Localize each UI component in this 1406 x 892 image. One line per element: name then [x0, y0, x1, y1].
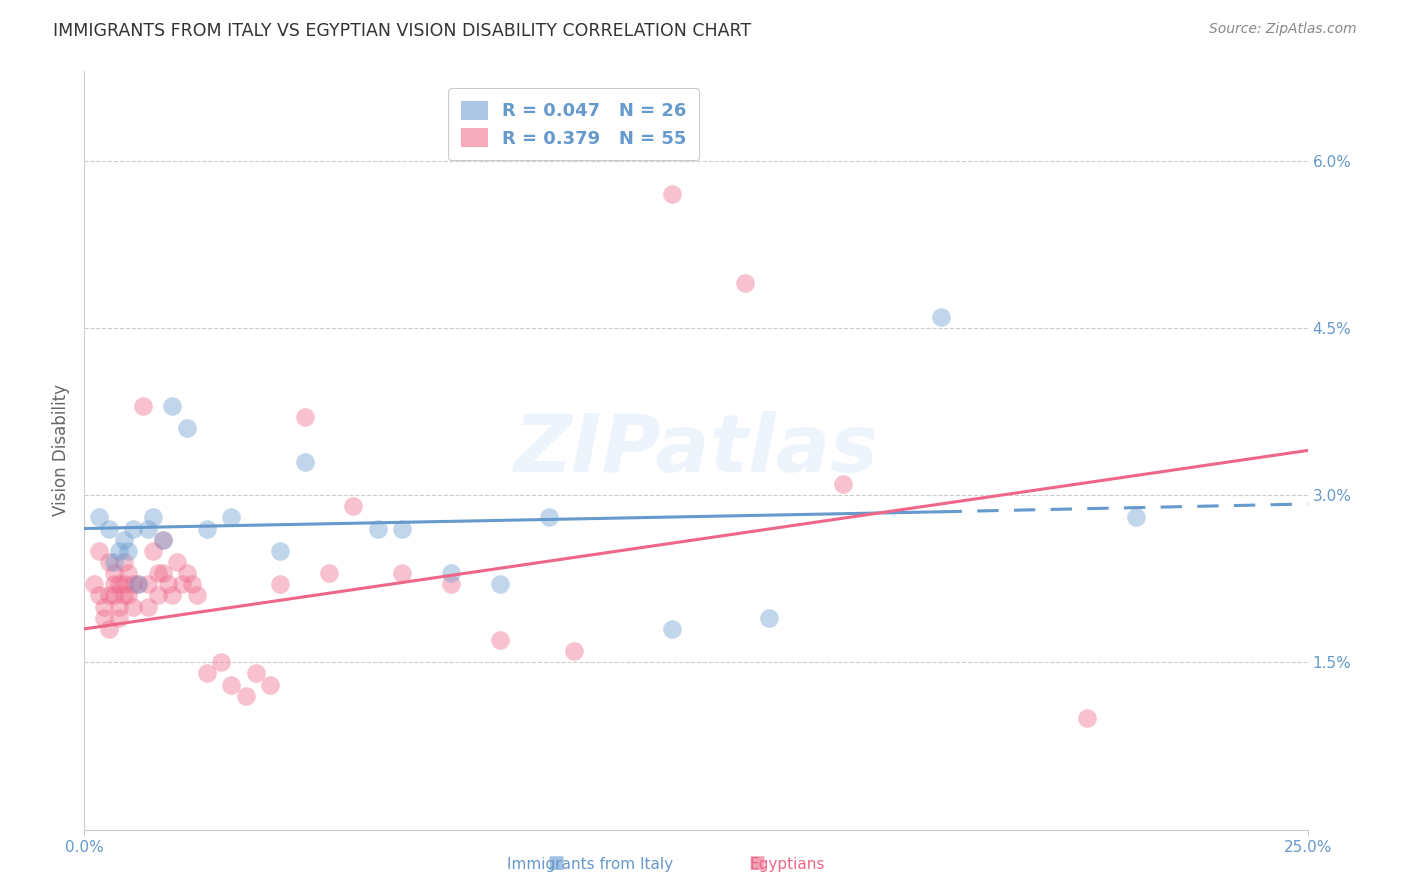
Legend: R = 0.047   N = 26, R = 0.379   N = 55: R = 0.047 N = 26, R = 0.379 N = 55 — [449, 88, 699, 161]
Point — [156, 577, 179, 591]
Point — [538, 510, 561, 524]
Point — [97, 521, 120, 535]
Text: Egyptians: Egyptians — [749, 857, 825, 872]
Point — [97, 622, 120, 636]
Point — [112, 533, 135, 547]
Text: ■: ■ — [547, 855, 564, 872]
Point — [97, 589, 120, 603]
Point — [176, 421, 198, 435]
Point — [166, 555, 188, 569]
Point — [245, 666, 267, 681]
Point — [117, 544, 139, 558]
Point — [103, 577, 125, 591]
Point — [127, 577, 149, 591]
Point — [489, 633, 512, 648]
Point — [831, 477, 853, 491]
Point — [489, 577, 512, 591]
Point — [391, 521, 413, 535]
Point — [176, 566, 198, 581]
Point — [294, 455, 316, 469]
Point — [152, 533, 174, 547]
Point — [734, 277, 756, 291]
Y-axis label: Vision Disability: Vision Disability — [52, 384, 70, 516]
Point — [107, 577, 129, 591]
Point — [122, 521, 145, 535]
Text: IMMIGRANTS FROM ITALY VS EGYPTIAN VISION DISABILITY CORRELATION CHART: IMMIGRANTS FROM ITALY VS EGYPTIAN VISION… — [53, 22, 752, 40]
Point — [269, 577, 291, 591]
Point — [162, 399, 184, 413]
Point — [93, 599, 115, 614]
Point — [142, 510, 165, 524]
Point — [103, 555, 125, 569]
Point — [152, 566, 174, 581]
Text: Source: ZipAtlas.com: Source: ZipAtlas.com — [1209, 22, 1357, 37]
Point — [146, 589, 169, 603]
Point — [136, 521, 159, 535]
Point — [661, 622, 683, 636]
Point — [112, 555, 135, 569]
Point — [122, 599, 145, 614]
Point — [112, 589, 135, 603]
Point — [103, 566, 125, 581]
Text: ■: ■ — [748, 855, 765, 872]
Point — [103, 589, 125, 603]
Text: ZIPatlas: ZIPatlas — [513, 411, 879, 490]
Point — [269, 544, 291, 558]
Point — [219, 510, 242, 524]
Point — [136, 577, 159, 591]
Point — [440, 566, 463, 581]
Point — [1125, 510, 1147, 524]
Point — [107, 599, 129, 614]
Point — [152, 533, 174, 547]
Point — [562, 644, 585, 658]
Point — [1076, 711, 1098, 725]
Point — [391, 566, 413, 581]
Point — [93, 611, 115, 625]
Point — [186, 589, 208, 603]
Point — [440, 577, 463, 591]
Point — [661, 187, 683, 202]
Point — [97, 555, 120, 569]
Point — [146, 566, 169, 581]
Point — [112, 577, 135, 591]
Point — [181, 577, 204, 591]
Point — [758, 611, 780, 625]
Point — [132, 399, 155, 413]
Point — [127, 577, 149, 591]
Point — [172, 577, 194, 591]
Point — [929, 310, 952, 324]
Point — [87, 510, 110, 524]
Point — [107, 611, 129, 625]
Text: Immigrants from Italy: Immigrants from Italy — [508, 857, 673, 872]
Point — [235, 689, 257, 703]
Point — [142, 544, 165, 558]
Point — [367, 521, 389, 535]
Point — [122, 577, 145, 591]
Point — [294, 410, 316, 425]
Point — [259, 678, 281, 692]
Point — [136, 599, 159, 614]
Point — [87, 544, 110, 558]
Point — [318, 566, 340, 581]
Point — [219, 678, 242, 692]
Point — [87, 589, 110, 603]
Point — [342, 500, 364, 514]
Point — [107, 544, 129, 558]
Point — [162, 589, 184, 603]
Point — [195, 521, 218, 535]
Point — [117, 566, 139, 581]
Point — [83, 577, 105, 591]
Point — [195, 666, 218, 681]
Point — [117, 589, 139, 603]
Point — [209, 655, 232, 669]
